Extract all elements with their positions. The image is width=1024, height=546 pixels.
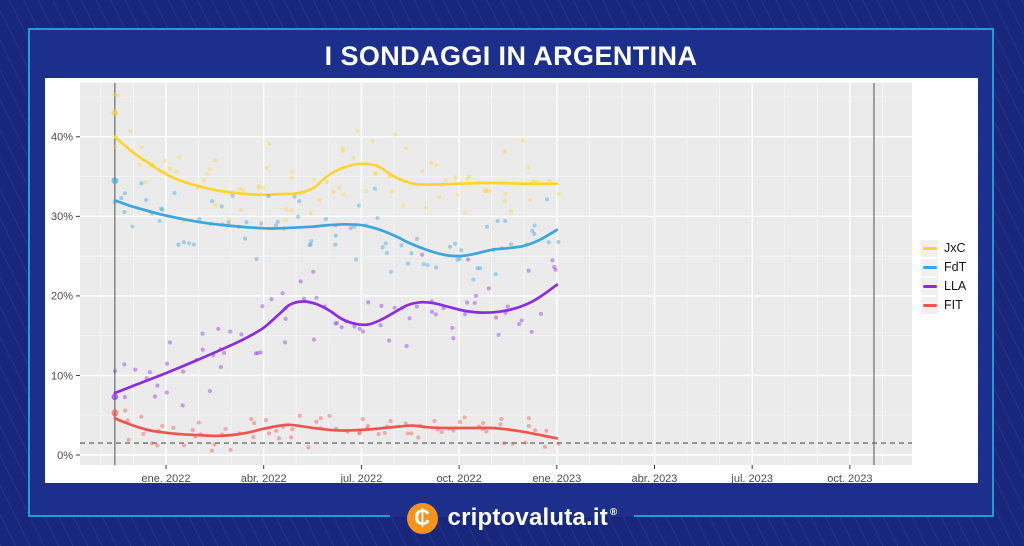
first-poll-LLA [111,393,119,401]
y-tick-label: 40% [51,132,73,144]
legend-item-FdT: FdT [921,259,966,276]
first-poll-FdT [111,177,119,184]
first-poll-JxC [111,109,119,117]
legend-item-JxC: JxC [921,240,966,257]
legend-key-swatch [921,259,938,276]
x-tick-label: oct. 2023 [827,473,872,483]
x-tick-label: ene. 2022 [142,473,191,483]
chart-legend: JxC FdT LLA FIT [921,238,966,316]
legend-label: FdT [944,260,967,274]
chart-card: ene. 2022 abr. 2022 jul. 2022 oct. 2022 ene.… [45,78,978,483]
x-tick-label: oct. 2022 [436,473,481,483]
y-tick-label: 20% [51,291,73,303]
frame-bottom-line-left [28,515,390,517]
legend-key-swatch [921,278,938,295]
axes: ene. 2022 abr. 2022 jul. 2022 oct. 2022 ene.… [51,132,873,483]
first-poll-FIT [111,409,119,417]
brand-text: criptovaluta.it [447,504,608,531]
legend-key-swatch [921,240,938,257]
legend-key-swatch [921,297,938,314]
series-JxC [111,92,561,224]
poll-chart: ene. 2022 abr. 2022 jul. 2022 oct. 2022 ene.… [51,83,912,483]
x-tick-label: jul. 2022 [340,473,383,483]
legend-label: FIT [944,298,963,312]
gridlines [80,83,912,465]
series-LLA [111,252,559,408]
bitcoin-coin-icon: ₵ [406,502,438,534]
y-tick-label: 10% [51,370,73,382]
page-title: I SONDAGGI IN ARGENTINA [324,41,698,71]
series-FdT [111,177,561,282]
legend-item-FIT: FIT [921,297,966,314]
y-tick-label: 0% [57,450,73,462]
x-tick-label: ene. 2023 [532,473,581,483]
footer-brand: ₵ criptovaluta.it ® [0,498,1024,538]
brand-name: criptovaluta.it ® [448,504,618,532]
x-tick-label: abr. 2023 [632,473,678,483]
reference-lines [80,83,912,465]
legend-label: LLA [944,279,967,293]
y-tick-label: 30% [51,211,73,223]
x-tick-label: abr. 2022 [241,473,287,483]
legend-label: JxC [944,241,966,255]
series-FIT [111,408,561,453]
x-tick-label: jul. 2023 [730,473,773,483]
registered-mark: ® [609,507,618,518]
poster-frame: I SONDAGGI IN ARGENTINA ene. 2022 abr. 20… [28,28,994,517]
plot-panel [80,83,912,465]
legend-item-LLA: LLA [921,278,966,295]
frame-bottom-line-right [634,515,994,517]
